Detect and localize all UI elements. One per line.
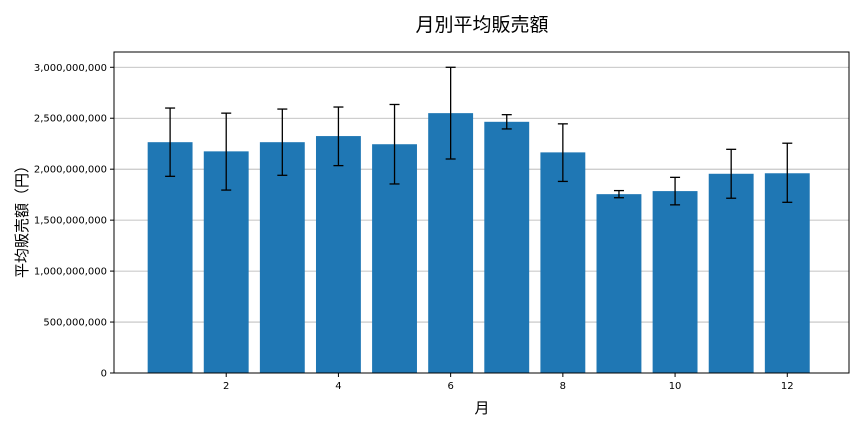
x-tick-label: 2: [223, 381, 229, 392]
y-tick-label: 2,000,000,000: [34, 165, 107, 176]
bar: [764, 173, 810, 373]
x-tick-label: 6: [447, 381, 453, 392]
x-tick-label: 12: [781, 381, 794, 392]
bar: [484, 121, 530, 373]
plot-frame: [113, 51, 850, 374]
y-tick-label: 2,500,000,000: [34, 114, 107, 125]
error-bars: [165, 66, 793, 206]
x-axis-ticks: 2 4 6 8 10 12: [223, 373, 794, 392]
bar: [259, 142, 305, 373]
y-axis-title: 平均販売額（円）: [13, 158, 31, 278]
y-axis-ticks: 0 500,000,000 1,000,000,000 1,500,000,000 2,…: [34, 63, 114, 380]
x-tick-label: 8: [560, 381, 566, 392]
y-tick-label: 1,500,000,000: [34, 216, 107, 227]
chart-title: 月別平均販売額: [415, 14, 548, 36]
bar: [315, 136, 361, 373]
bar: [147, 142, 193, 373]
y-tick-label: 0: [101, 369, 107, 380]
x-tick-label: 10: [669, 381, 682, 392]
bar: [596, 194, 642, 373]
bar: [652, 191, 698, 373]
bar: [708, 173, 754, 373]
x-axis-title: 月: [474, 399, 489, 417]
x-tick-label: 4: [335, 381, 341, 392]
bars: [147, 113, 810, 374]
y-tick-label: 500,000,000: [43, 318, 107, 329]
bar: [540, 152, 586, 373]
y-tick-label: 3,000,000,000: [34, 63, 107, 74]
y-tick-label: 1,000,000,000: [34, 267, 107, 278]
